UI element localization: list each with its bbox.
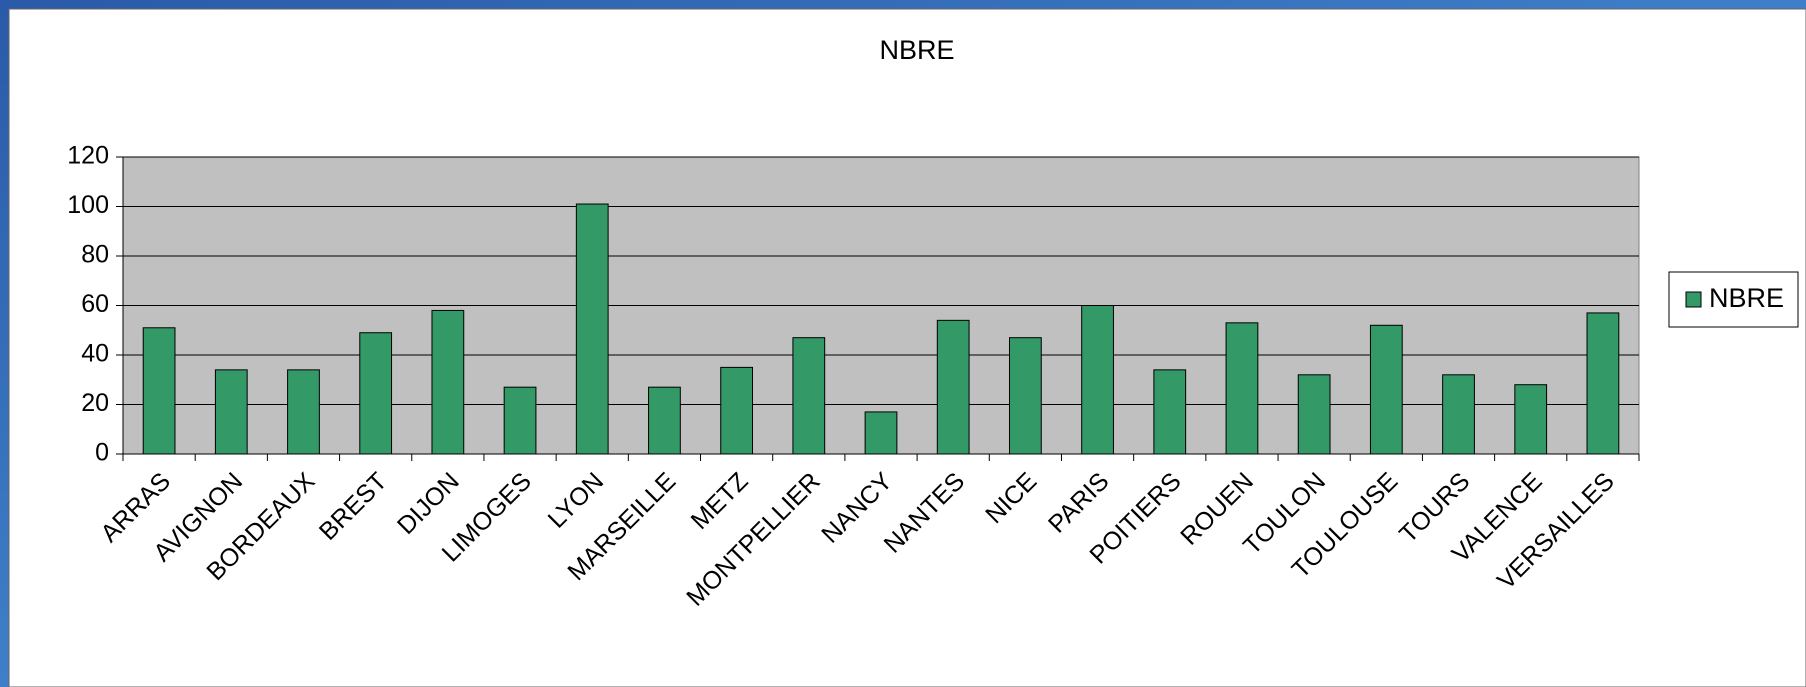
bar bbox=[359, 332, 393, 455]
legend-label: NBRE bbox=[1709, 283, 1784, 313]
bar bbox=[1297, 374, 1331, 455]
bar bbox=[792, 337, 826, 455]
bar bbox=[864, 411, 898, 455]
bar bbox=[1442, 374, 1475, 455]
y-tick-label: 40 bbox=[81, 340, 109, 368]
bar bbox=[1514, 384, 1548, 455]
bar bbox=[648, 386, 681, 455]
chart-title: NBRE bbox=[879, 35, 954, 65]
legend-swatch bbox=[1685, 291, 1702, 308]
bar bbox=[575, 203, 609, 455]
bar bbox=[720, 366, 754, 455]
y-tick-label: 80 bbox=[81, 241, 109, 269]
bar bbox=[1008, 337, 1042, 455]
bar bbox=[1586, 312, 1620, 455]
y-tick-label: 60 bbox=[81, 290, 109, 318]
bar bbox=[1225, 322, 1259, 455]
y-tick-label: 0 bbox=[95, 439, 109, 467]
bar bbox=[1081, 305, 1114, 455]
y-tick-label: 100 bbox=[67, 191, 109, 219]
bar bbox=[287, 369, 320, 455]
y-tick-label: 120 bbox=[67, 142, 109, 170]
y-tick-label: 20 bbox=[81, 389, 109, 417]
bar bbox=[503, 386, 537, 455]
bar bbox=[214, 369, 248, 455]
bar bbox=[1153, 369, 1187, 455]
bar bbox=[142, 327, 176, 455]
bar bbox=[936, 319, 970, 455]
bar bbox=[1369, 324, 1403, 455]
bar bbox=[431, 309, 465, 455]
